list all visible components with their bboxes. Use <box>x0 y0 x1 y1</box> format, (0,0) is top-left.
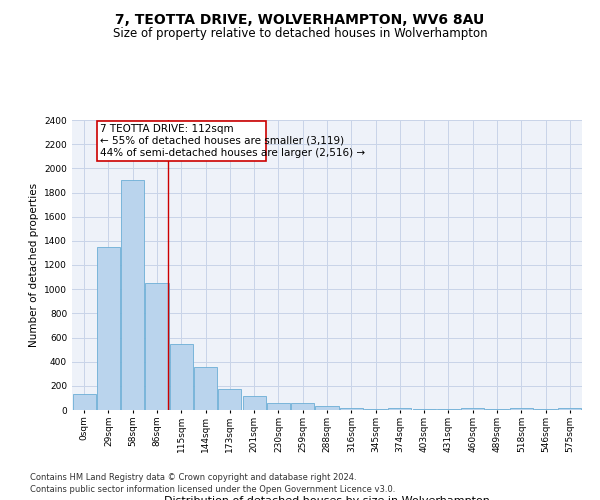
Bar <box>170 344 193 410</box>
Bar <box>242 396 266 410</box>
Bar <box>316 406 338 410</box>
Bar <box>218 389 241 410</box>
Bar <box>510 408 533 410</box>
Bar <box>121 180 144 410</box>
Text: 7, TEOTTA DRIVE, WOLVERHAMPTON, WV6 8AU: 7, TEOTTA DRIVE, WOLVERHAMPTON, WV6 8AU <box>115 12 485 26</box>
Text: Size of property relative to detached houses in Wolverhampton: Size of property relative to detached ho… <box>113 28 487 40</box>
Bar <box>559 408 581 410</box>
Bar <box>194 366 217 410</box>
Bar <box>461 408 484 410</box>
Bar <box>73 394 95 410</box>
Bar <box>388 408 412 410</box>
Text: Contains HM Land Registry data © Crown copyright and database right 2024.: Contains HM Land Registry data © Crown c… <box>30 474 356 482</box>
Bar <box>145 283 169 410</box>
Text: 7 TEOTTA DRIVE: 112sqm: 7 TEOTTA DRIVE: 112sqm <box>100 124 234 134</box>
Text: ← 55% of detached houses are smaller (3,119): ← 55% of detached houses are smaller (3,… <box>100 136 344 145</box>
X-axis label: Distribution of detached houses by size in Wolverhampton: Distribution of detached houses by size … <box>164 496 490 500</box>
Bar <box>97 121 266 161</box>
Bar <box>291 404 314 410</box>
Bar <box>97 247 120 410</box>
Y-axis label: Number of detached properties: Number of detached properties <box>29 183 38 347</box>
Text: Contains public sector information licensed under the Open Government Licence v3: Contains public sector information licen… <box>30 485 395 494</box>
Bar <box>340 408 363 410</box>
Bar <box>267 403 290 410</box>
Text: 44% of semi-detached houses are larger (2,516) →: 44% of semi-detached houses are larger (… <box>100 148 365 158</box>
